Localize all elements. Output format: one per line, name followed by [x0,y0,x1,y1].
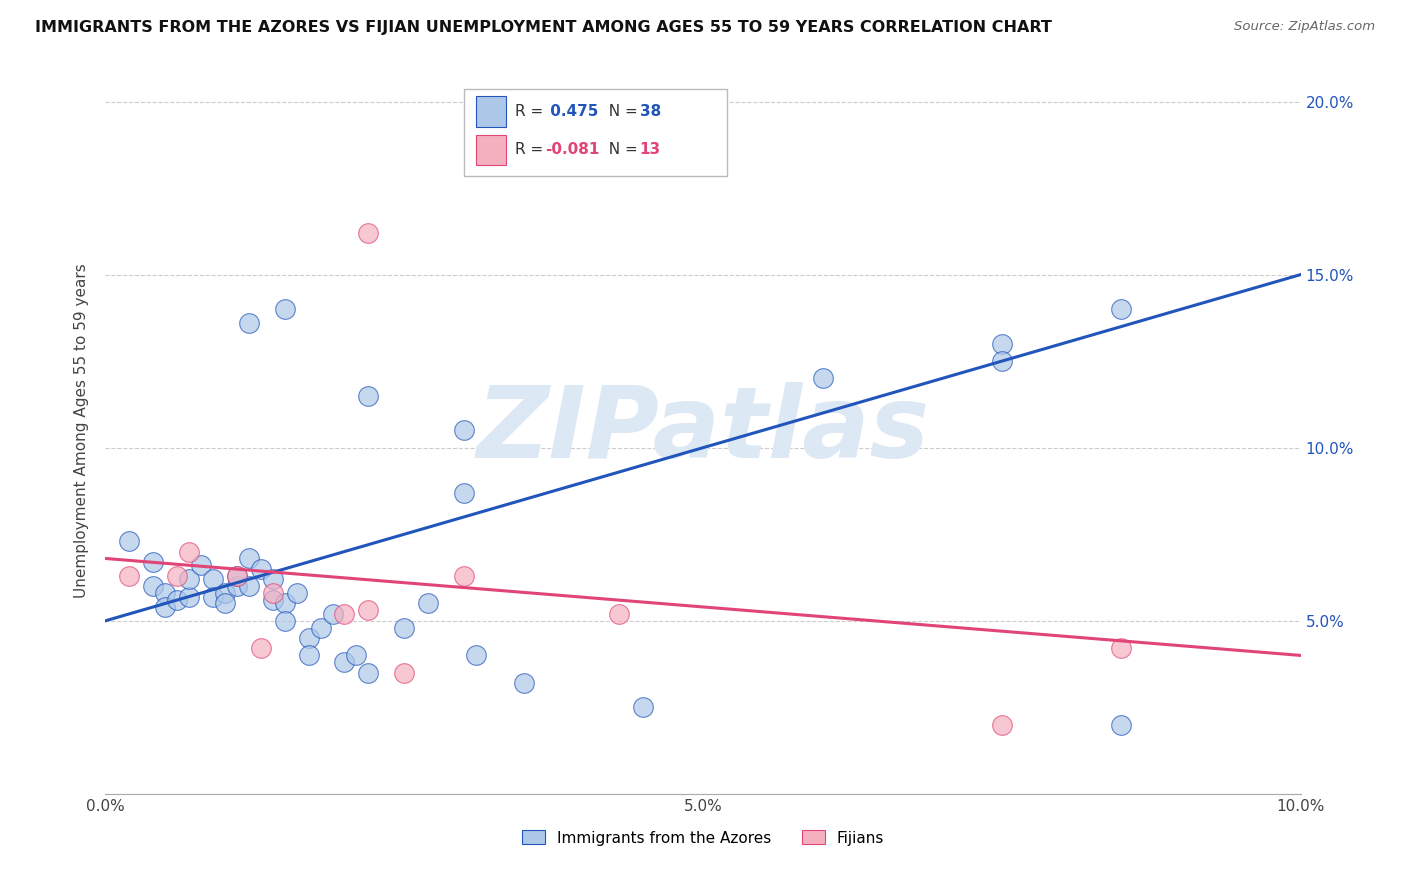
FancyBboxPatch shape [475,135,506,165]
Point [214,597,236,611]
Point [357,389,380,403]
FancyBboxPatch shape [464,88,727,176]
Point [1111,302,1133,317]
Point [1111,717,1133,731]
Point [177,544,201,558]
Point [177,590,201,604]
Point [273,614,295,628]
Text: R =: R = [516,103,548,119]
Point [298,631,321,645]
Point [464,648,488,663]
Point [333,607,356,621]
Point [142,555,165,569]
Text: N =: N = [599,143,643,157]
Point [262,572,284,586]
Point [166,593,188,607]
Point [238,579,260,593]
Text: R =: R = [516,143,548,157]
Point [118,569,141,583]
Point [202,572,225,586]
Point [418,597,440,611]
Point [225,569,249,583]
Point [285,586,308,600]
Point [214,586,236,600]
Text: IMMIGRANTS FROM THE AZORES VS FIJIAN UNEMPLOYMENT AMONG AGES 55 TO 59 YEARS CORR: IMMIGRANTS FROM THE AZORES VS FIJIAN UNE… [35,20,1052,35]
Point [394,621,416,635]
Text: 0.475: 0.475 [546,103,599,119]
Point [357,226,380,240]
Point [225,579,249,593]
Point [273,302,295,317]
Point [190,558,212,573]
Point [453,424,475,438]
Point [202,590,225,604]
Point [453,569,475,583]
Text: ZIPatlas: ZIPatlas [477,382,929,479]
Point [155,586,177,600]
Point [333,656,356,670]
Point [1111,641,1133,656]
Point [453,485,475,500]
Text: -0.081: -0.081 [546,143,599,157]
Point [607,607,630,621]
Point [990,354,1012,368]
Point [346,648,368,663]
Point [357,665,380,680]
Text: N =: N = [599,103,643,119]
Point [298,648,321,663]
Point [273,597,295,611]
Text: 13: 13 [640,143,661,157]
Point [811,371,834,385]
Point [225,569,249,583]
Point [238,551,260,566]
Point [166,569,188,583]
Point [990,336,1012,351]
Point [177,572,201,586]
Legend: Immigrants from the Azores, Fijians: Immigrants from the Azores, Fijians [516,824,890,852]
Point [321,607,344,621]
Point [142,579,165,593]
Point [990,717,1012,731]
Point [250,562,273,576]
Text: 38: 38 [640,103,661,119]
Point [357,603,380,617]
Point [394,665,416,680]
Point [250,641,273,656]
Text: Source: ZipAtlas.com: Source: ZipAtlas.com [1234,20,1375,33]
Point [238,316,260,330]
Point [155,599,177,614]
Y-axis label: Unemployment Among Ages 55 to 59 years: Unemployment Among Ages 55 to 59 years [75,263,90,598]
Point [309,621,332,635]
Point [118,534,141,549]
Point [262,586,284,600]
Point [633,700,655,714]
FancyBboxPatch shape [475,96,506,127]
Point [513,676,536,690]
Point [262,593,284,607]
